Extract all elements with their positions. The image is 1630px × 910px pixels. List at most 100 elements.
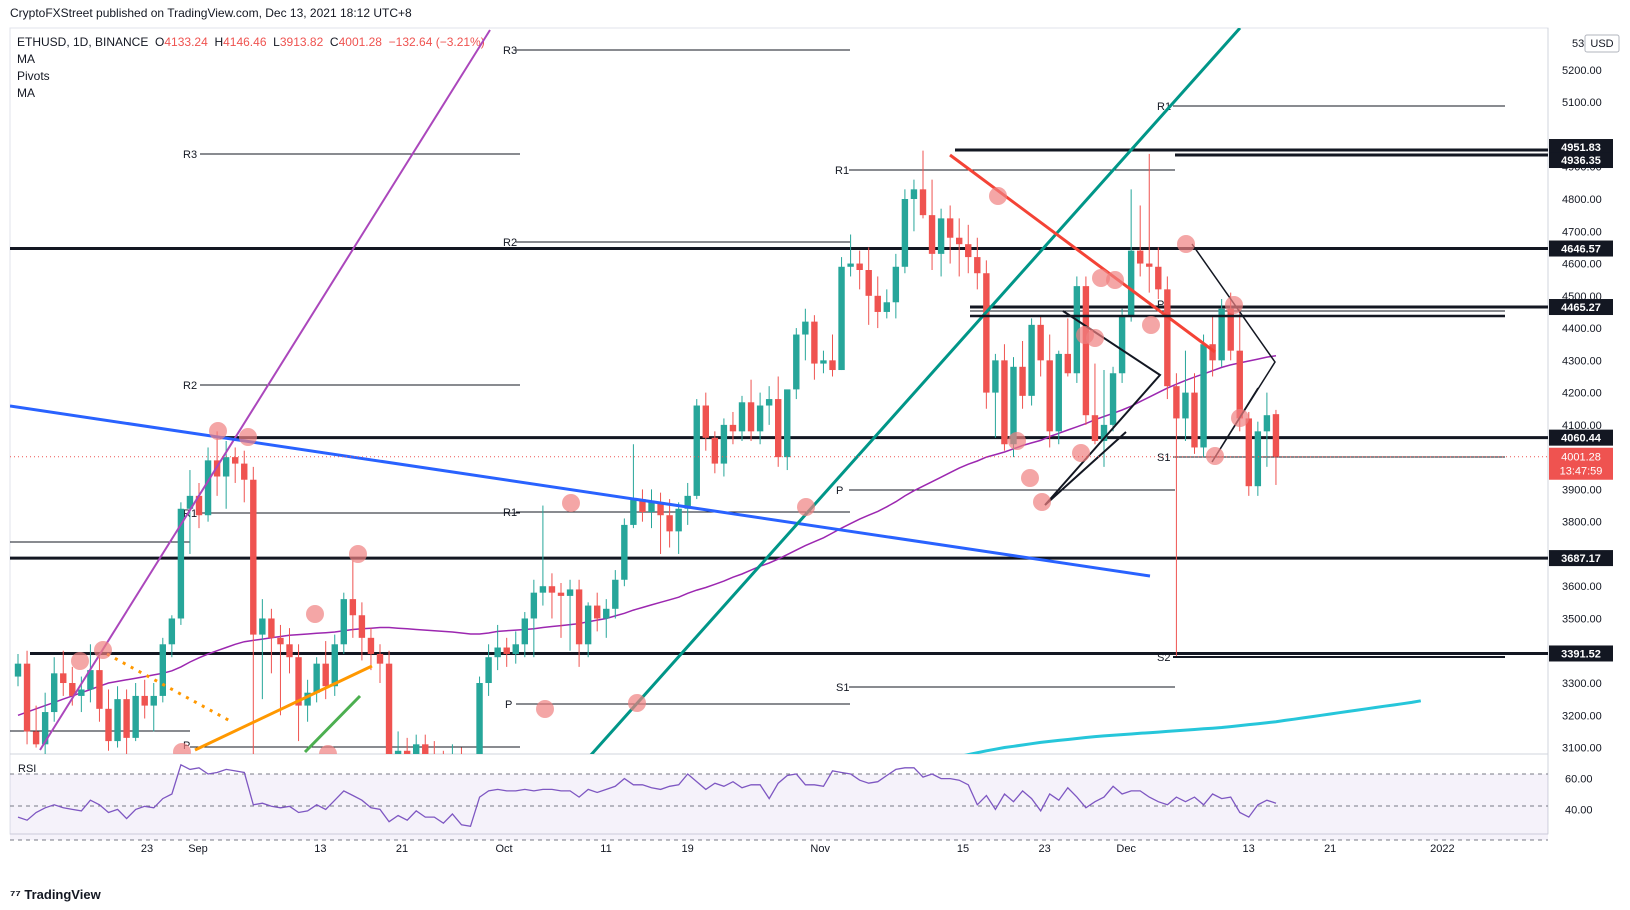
candle[interactable] [503,637,510,667]
candle[interactable] [105,689,112,751]
candle[interactable] [666,499,673,548]
blue-trendline[interactable] [10,404,1151,578]
candle[interactable] [385,650,393,783]
candle[interactable] [711,431,719,474]
candle[interactable] [195,482,203,529]
candle[interactable] [1191,373,1198,454]
purple-trendline[interactable] [39,29,491,751]
candle[interactable] [1046,334,1053,448]
candles-layer[interactable] [14,150,1280,822]
candle[interactable] [756,392,764,445]
candle[interactable] [865,247,872,325]
candle[interactable] [286,628,293,674]
candle[interactable] [784,389,791,471]
candle[interactable] [331,634,338,696]
indicator-ma-2[interactable]: MA [17,86,35,100]
candle[interactable] [594,592,601,632]
candle[interactable] [765,386,773,425]
candle[interactable] [1263,392,1271,467]
price-axis[interactable]: 5200.005100.004900.004800.004700.004600.… [1562,65,1602,755]
candle[interactable] [1200,334,1207,458]
candle[interactable] [1091,363,1099,445]
candle[interactable] [1109,366,1117,432]
candle[interactable] [956,218,963,277]
candle[interactable] [186,470,194,554]
symbol-label[interactable]: ETHUSD, 1D, BINANCE [17,35,149,49]
candle[interactable] [1155,247,1162,300]
candle[interactable] [1164,276,1171,400]
candle[interactable] [1082,276,1090,425]
candle[interactable] [123,689,130,754]
candle[interactable] [413,734,420,774]
candle[interactable] [485,644,492,696]
candle[interactable] [159,637,166,703]
candle[interactable] [521,612,528,658]
candle[interactable] [512,631,519,664]
candle[interactable] [431,741,437,776]
candle[interactable] [684,482,691,525]
candle[interactable] [1254,421,1262,496]
candle[interactable] [992,353,999,438]
candle[interactable] [1146,153,1153,293]
candle[interactable] [1218,299,1225,367]
time-axis[interactable]: 23 Sep 13 21 Oct 11 19 Nov 15 23 Dec 13 21 2022 [141,843,1455,855]
candle[interactable] [1019,340,1026,409]
candle[interactable] [32,705,40,748]
candle[interactable] [250,466,257,764]
candle[interactable] [892,253,900,319]
candle[interactable] [965,224,972,274]
candle[interactable] [946,205,954,264]
candle[interactable] [23,650,31,745]
horizontal-levels[interactable] [10,148,1548,655]
candle[interactable] [14,653,22,687]
candle[interactable] [1272,409,1280,485]
candle[interactable] [1127,189,1135,322]
candle[interactable] [747,379,755,442]
candle[interactable] [621,518,628,587]
candle[interactable] [403,737,411,780]
candle[interactable] [874,276,881,329]
candle[interactable] [1037,315,1044,377]
candle[interactable] [1028,318,1035,406]
candle[interactable] [612,570,619,619]
candle[interactable] [1055,350,1062,445]
candle[interactable] [340,592,347,654]
candle[interactable] [268,608,275,674]
candle[interactable] [648,489,655,529]
candle[interactable] [1073,276,1081,383]
candle[interactable] [304,679,311,722]
candle[interactable] [720,418,728,477]
candle[interactable] [811,315,818,380]
candle[interactable] [394,731,402,786]
candle[interactable] [639,489,646,522]
candle[interactable] [1064,318,1071,377]
candle[interactable] [548,573,556,619]
trendlines-layer[interactable] [10,28,1505,756]
candle[interactable] [376,644,384,684]
green-trendline[interactable] [303,694,362,754]
candle[interactable] [313,657,320,703]
candle[interactable] [919,150,927,219]
candle[interactable] [132,683,139,742]
candle[interactable] [259,599,266,700]
black-wedge[interactable] [1044,310,1162,506]
candle[interactable] [41,692,49,754]
candle[interactable] [358,602,366,661]
candle[interactable] [675,502,682,554]
candle[interactable] [630,444,637,529]
candle[interactable] [1245,411,1252,496]
candle[interactable] [1118,308,1126,383]
candle[interactable] [349,560,357,638]
candle[interactable] [937,208,945,277]
candle[interactable] [983,260,990,409]
candle[interactable] [204,447,212,522]
indicator-ma-1[interactable]: MA [17,52,35,66]
candle[interactable] [856,250,863,290]
candle[interactable] [910,179,918,232]
candle[interactable] [901,189,909,274]
candle[interactable] [702,392,709,451]
currency-button[interactable] [1584,34,1620,53]
candle[interactable] [1137,205,1144,277]
candle[interactable] [232,447,239,483]
